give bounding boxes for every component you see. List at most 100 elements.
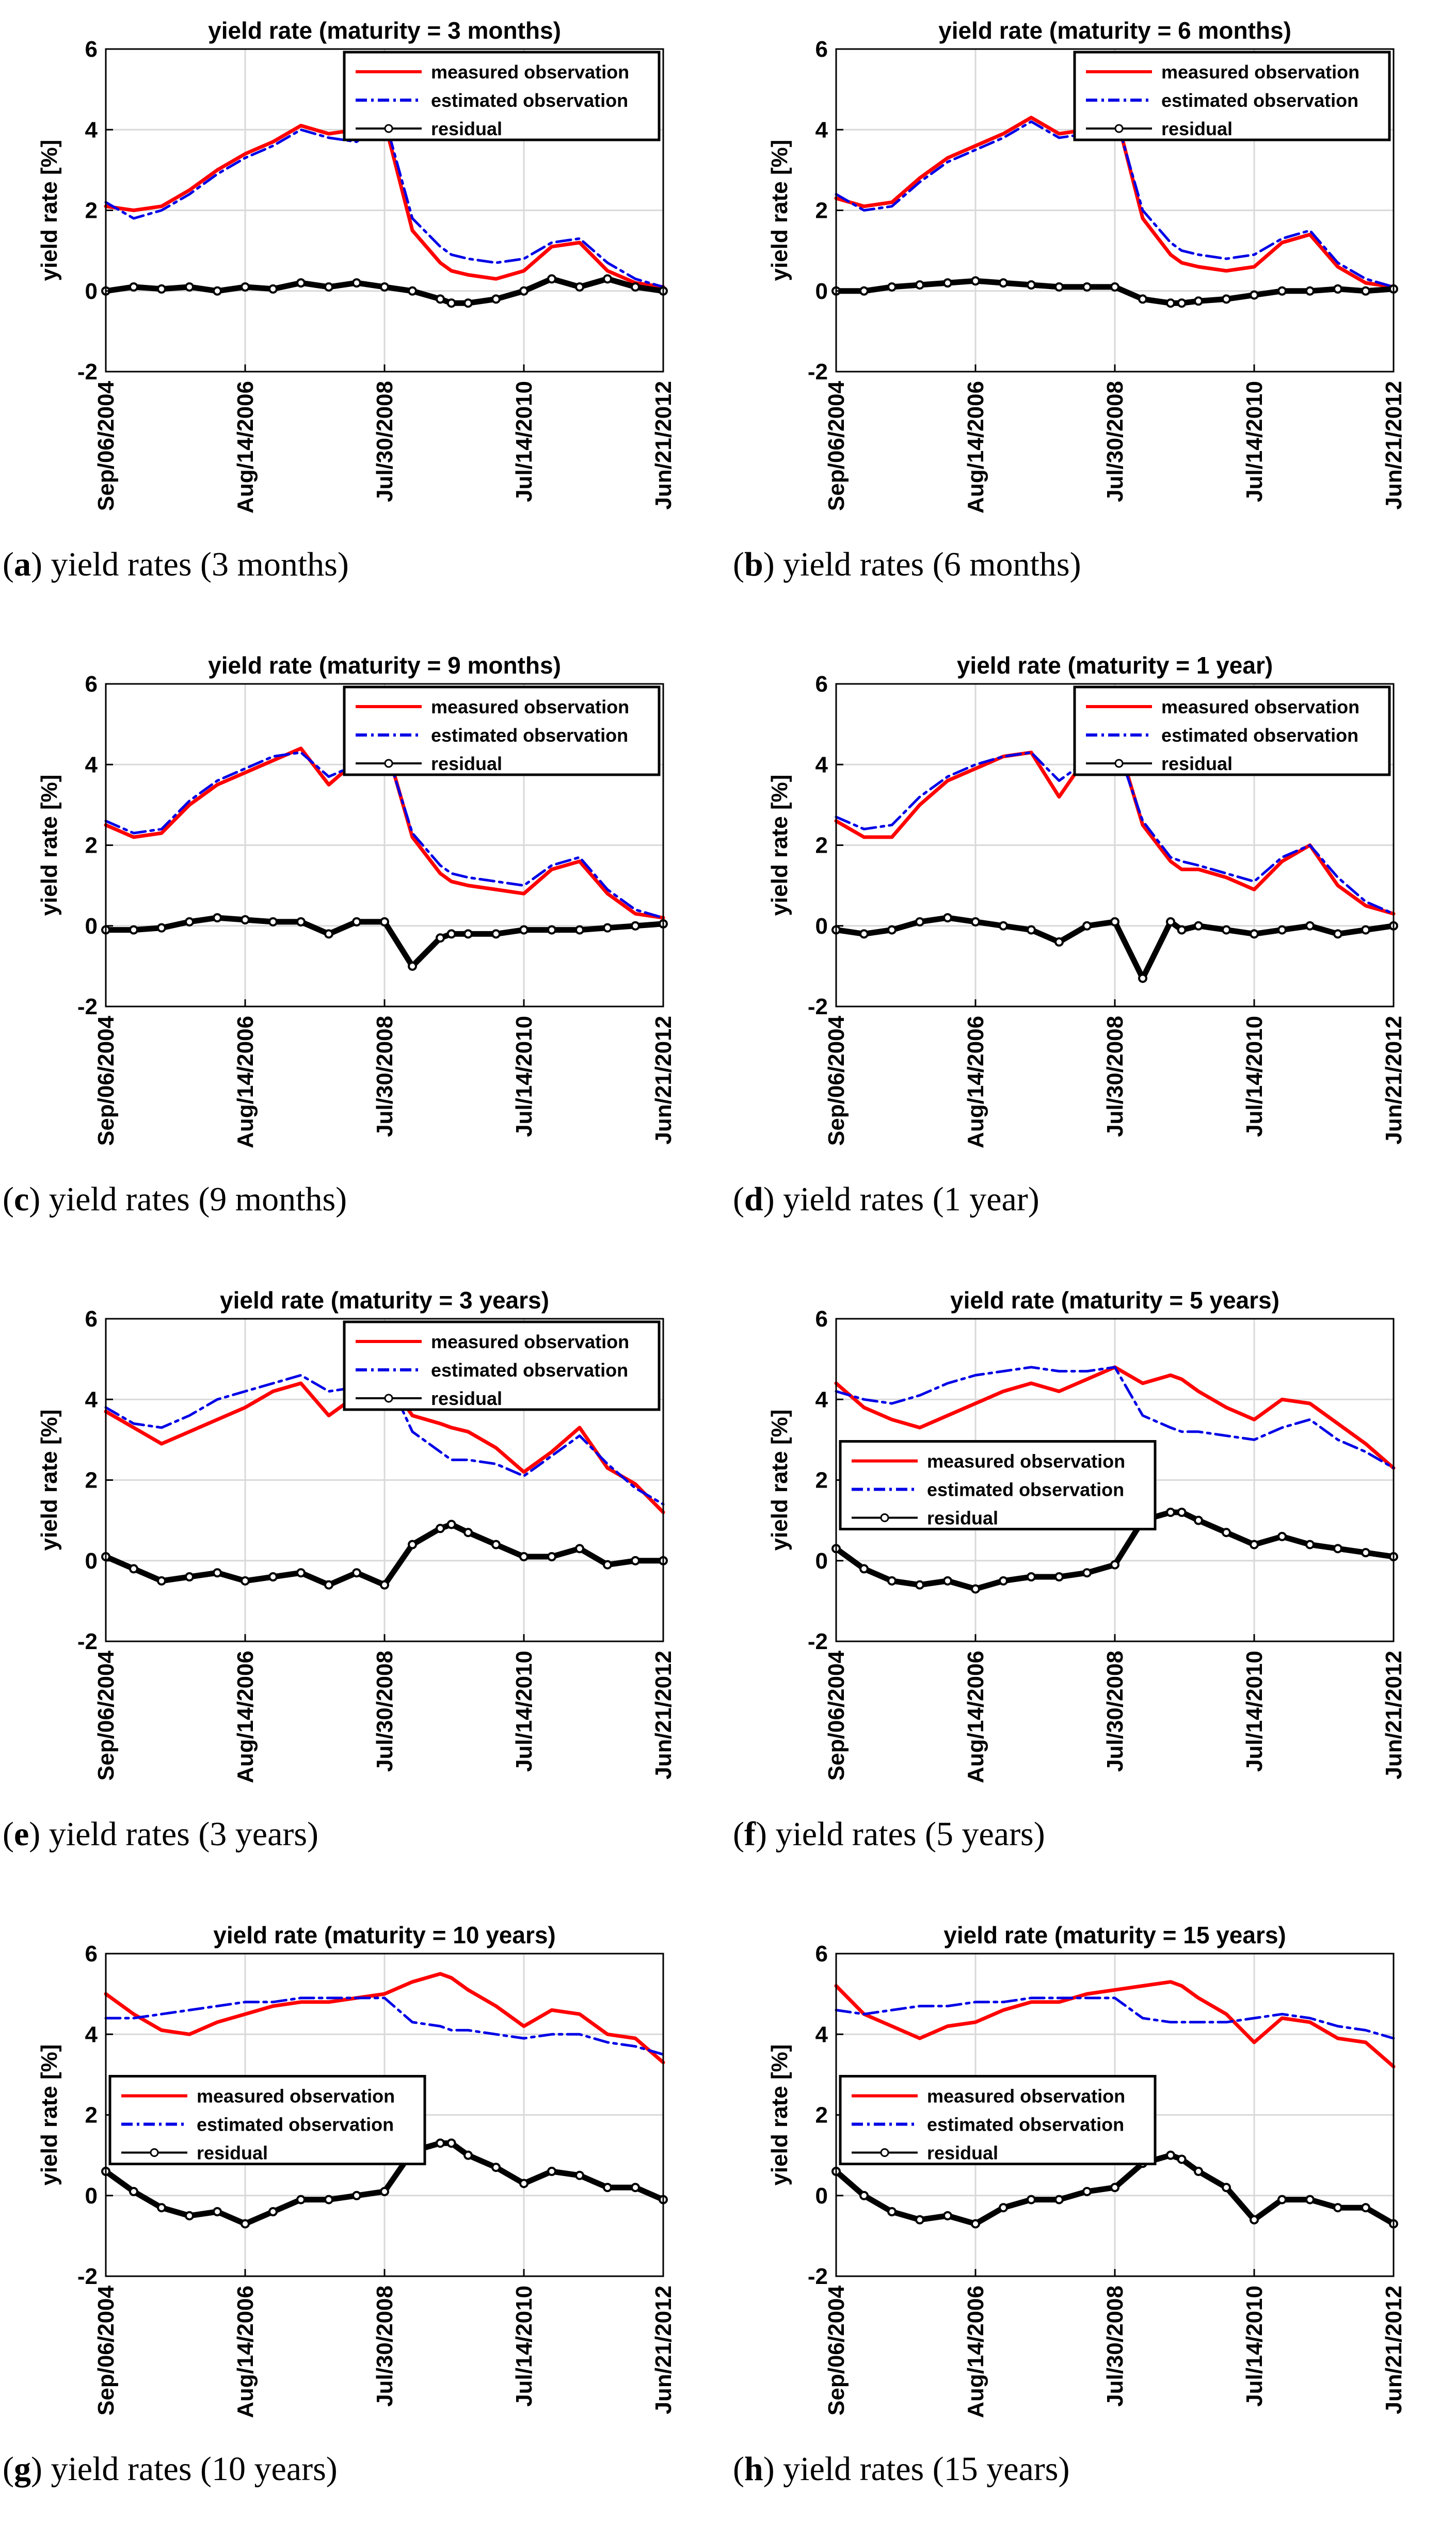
x-tick-label: Jun/21/2012 [1381,1651,1406,1780]
y-tick-label: -2 [77,994,98,1019]
residual-point [547,1552,556,1561]
residual-point [943,1576,952,1586]
x-tick-label: Aug/14/2006 [963,1651,988,1783]
residual-point [491,929,501,939]
residual-point [1177,298,1187,308]
series-line-estimated [835,1996,1395,2040]
legend-marker [150,2148,159,2157]
residual-point [1054,282,1064,292]
caption-letter: h [744,2450,763,2488]
legend-label: estimated observation [431,725,628,746]
caption-text: ) yield rates (10 years) [31,2450,338,2488]
residual-point [408,286,417,296]
series-line-residual [103,2140,666,2227]
x-tick-label: Sep/06/2004 [93,1650,119,1780]
y-tick-label: 0 [815,1548,828,1574]
residual-point [1194,296,1203,306]
y-tick-label: 2 [815,1468,828,1493]
x-tick-label: Jul/14/2010 [1242,2286,1267,2407]
x-tick-label: Jul/14/2010 [511,1651,537,1772]
legend-marker [880,2148,889,2157]
y-tick-label: 4 [85,117,98,142]
residual-point [1110,2183,1119,2193]
residual-point [603,2183,612,2193]
residual-point [575,282,584,292]
x-tick-label: Jul/30/2008 [372,1016,397,1137]
residual-point [603,1560,612,1570]
residual-point [971,2219,980,2229]
residual-point [1222,294,1231,304]
residual-point [519,925,529,935]
residual-point [603,923,612,933]
y-tick-label: 0 [815,279,828,304]
y-tick-label: -2 [77,359,98,385]
y-tick-label: 2 [85,198,98,223]
y-tick-label: 4 [815,752,828,777]
legend-label: estimated observation [197,2114,394,2135]
y-tick-label: 6 [815,672,828,697]
residual-point [631,2183,640,2193]
series-line-measured [834,1980,1396,2069]
y-tick-label: 6 [85,37,98,62]
x-tick-label: Jul/30/2008 [1102,1016,1128,1137]
series-line-residual [103,1521,666,1588]
residual-point [241,282,250,292]
caption-paren-open: ( [3,2450,14,2488]
y-tick-label: -2 [77,1629,98,1654]
residual-point [380,1580,389,1590]
panel-caption: (e) yield rates (3 years) [3,1815,318,1853]
residual-point [185,917,194,926]
series-line-estimated [104,116,665,289]
caption-text: ) yield rates (1 year) [763,1180,1039,1218]
caption-paren-open: ( [3,546,14,583]
legend-marker [384,124,393,133]
legend-box [343,685,661,776]
y-tick-label: 4 [85,1387,98,1412]
residual-point [157,2203,166,2213]
residual-point [1110,917,1119,926]
x-tick-label: Jun/21/2012 [1381,381,1406,510]
x-tick-label: Jul/30/2008 [1102,2286,1128,2407]
y-tick-label: 0 [85,1548,98,1574]
x-tick-label: Aug/14/2006 [233,1651,258,1783]
y-tick-label: -2 [808,1629,828,1654]
residual-point [1177,925,1187,935]
legend: measured observation estimated observatio… [1073,685,1391,776]
residual-point [1250,929,1259,939]
legend-label: residual [1161,753,1233,774]
residual-point [1110,282,1119,292]
chart-title: yield rate (maturity = 1 year) [957,652,1273,679]
residual-point [408,1540,417,1549]
legend: measured observation estimated observatio… [343,685,661,776]
residual-point [1222,2183,1231,2193]
residual-point [268,2207,278,2216]
series-line-residual [833,915,1397,981]
caption-paren-open: ( [733,2450,744,2488]
caption-letter: g [14,2450,31,2488]
series-line-measured [104,1972,665,2065]
x-tick-label: Sep/06/2004 [93,380,119,510]
legend-label: measured observation [431,696,629,717]
y-tick-label: 6 [85,1306,98,1332]
residual-point [999,2203,1008,2213]
residual-point [1305,286,1315,296]
x-tick-label: Jul/14/2010 [511,2286,537,2407]
legend-box [108,2075,426,2165]
x-tick-label: Jul/30/2008 [1102,1651,1128,1772]
residual-point [352,2191,361,2200]
residual-point [1250,290,1259,300]
residual-point [1222,1528,1231,1538]
residual-point [352,1568,361,1578]
x-tick-label: Aug/14/2006 [233,381,258,514]
residual-point [887,1576,897,1586]
residual-point [213,913,222,923]
x-tick-label: Sep/06/2004 [824,1650,849,1780]
legend-label: residual [431,1388,502,1409]
residual-point [1138,294,1147,304]
residual-point [1177,1508,1187,1517]
y-tick-label: 0 [85,279,98,304]
